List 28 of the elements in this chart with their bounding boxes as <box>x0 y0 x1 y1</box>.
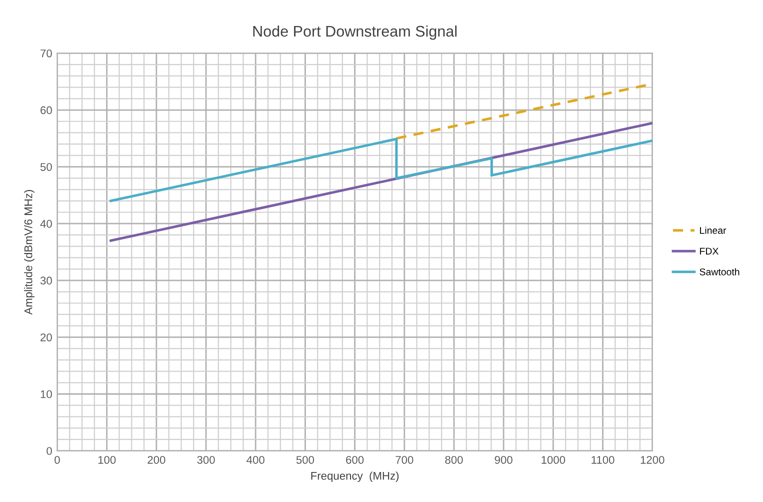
x-tick-label: 700 <box>396 456 414 464</box>
y-tick-label: 60 <box>40 106 52 114</box>
chart-title: Node Port Downstream Signal <box>253 25 457 40</box>
y-axis-title: Amplitude (dBmV/6 MHz) <box>24 190 34 315</box>
x-tick-label: 0 <box>54 456 60 464</box>
x-tick-label: 200 <box>148 456 166 464</box>
x-tick-label: 1000 <box>542 456 566 464</box>
x-tick-label: 1200 <box>640 456 664 464</box>
legend-label: Sawtooth <box>700 268 740 276</box>
x-tick-label: 1100 <box>592 456 614 464</box>
y-tick-label: 40 <box>40 220 52 228</box>
y-tick-label: 0 <box>46 447 52 455</box>
x-tick-label: 600 <box>346 456 364 464</box>
line-series <box>110 138 652 202</box>
x-tick-label: 100 <box>98 456 116 464</box>
y-tick-label: 10 <box>40 390 52 398</box>
legend-label: FDX <box>700 248 719 255</box>
x-tick-label: 900 <box>494 456 512 464</box>
x-tick-label: 800 <box>445 456 463 464</box>
x-tick-label: 300 <box>197 456 215 464</box>
legend-label: Linear <box>700 226 726 234</box>
y-tick-label: 50 <box>40 163 52 171</box>
x-tick-label: 400 <box>246 456 264 464</box>
y-tick-label: 20 <box>40 333 52 342</box>
y-tick-label: 70 <box>40 49 52 58</box>
x-axis-title: Frequency (MHz) <box>311 472 399 482</box>
y-tick-label: 30 <box>40 276 52 285</box>
x-tick-label: 500 <box>296 456 314 464</box>
